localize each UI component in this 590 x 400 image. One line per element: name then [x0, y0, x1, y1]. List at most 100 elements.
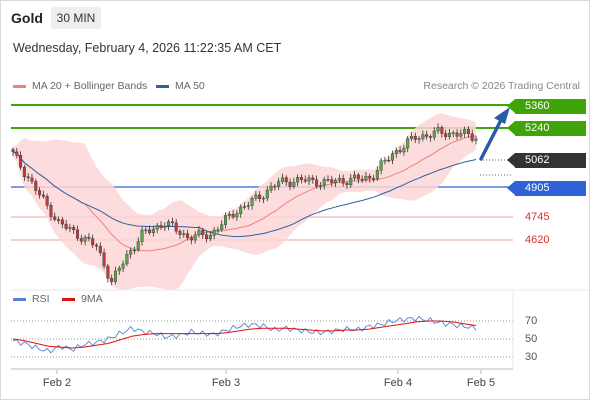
candle	[235, 210, 239, 221]
candle	[98, 242, 102, 256]
candle	[205, 231, 209, 243]
candle	[261, 196, 265, 204]
candle	[451, 130, 455, 138]
candle	[227, 211, 231, 220]
level-label-s3: 4620	[525, 234, 550, 246]
candle	[79, 234, 83, 245]
candle	[30, 173, 34, 184]
candle	[440, 125, 444, 138]
candle	[132, 246, 136, 255]
ma50-label: MA 50	[175, 80, 205, 92]
level-tag-s1: 4905	[507, 181, 586, 196]
candle	[372, 174, 376, 183]
legend-rsi: RSI	[13, 293, 50, 305]
candle	[242, 202, 246, 210]
candle	[379, 158, 383, 175]
candle	[125, 250, 129, 267]
candle	[360, 175, 364, 183]
candle	[136, 237, 140, 252]
ma50-swatch	[156, 84, 169, 88]
candle	[19, 151, 23, 171]
candle	[91, 234, 95, 249]
level-tag-r2: 5360	[507, 99, 586, 114]
candle	[151, 225, 155, 237]
candle	[239, 204, 243, 218]
rsi-ma-line	[12, 320, 477, 349]
candle	[189, 235, 193, 245]
bollinger-band-area	[13, 113, 476, 290]
rsi-tick-70: 70	[525, 315, 538, 327]
x-label-feb4: Feb 4	[383, 377, 413, 389]
candle	[68, 223, 72, 233]
rsi-ma-swatch	[62, 297, 75, 301]
candle	[436, 123, 440, 134]
x-label-feb5: Feb 5	[466, 377, 496, 389]
candle	[447, 128, 451, 140]
candle	[140, 226, 144, 246]
candle	[466, 126, 470, 138]
candle	[254, 190, 258, 202]
legend-ma50: MA 50	[156, 80, 205, 92]
candle	[53, 212, 57, 222]
candle	[280, 173, 284, 185]
rsi-label: RSI	[32, 293, 50, 305]
candle	[299, 174, 303, 184]
candle	[49, 202, 53, 221]
asset-title: Gold	[11, 10, 43, 26]
candle	[174, 218, 178, 235]
candle	[34, 178, 38, 195]
candle	[246, 201, 250, 210]
candle	[15, 147, 19, 159]
candle	[258, 191, 262, 202]
ma20-swatch	[13, 84, 26, 88]
candle	[45, 193, 49, 210]
legend-rsi-ma: 9MA	[62, 293, 103, 305]
legend-ma20: MA 20 + Bollinger Bands	[13, 80, 147, 92]
level-tag-r1: 5240	[507, 121, 586, 136]
candle	[144, 226, 148, 235]
candle	[292, 177, 296, 189]
candle	[307, 174, 311, 186]
candle	[110, 274, 114, 286]
candle	[216, 226, 220, 234]
candle	[220, 220, 224, 232]
candle	[208, 230, 212, 242]
rsi-swatch	[13, 297, 26, 301]
candle	[455, 129, 459, 140]
level-label-s2: 4745	[525, 211, 550, 223]
candle	[265, 186, 269, 202]
candle	[224, 212, 228, 229]
candle	[387, 155, 391, 163]
rsi-panel	[12, 315, 477, 354]
candle	[231, 209, 235, 220]
candle	[398, 146, 402, 155]
arrow-head-icon	[494, 107, 510, 124]
candle	[353, 170, 357, 182]
candle	[182, 229, 186, 238]
candle	[38, 187, 42, 199]
candle	[413, 132, 417, 144]
candle	[129, 247, 133, 259]
timeframe-badge[interactable]: 30 MIN	[51, 7, 101, 29]
candle	[201, 227, 205, 240]
candle	[121, 260, 125, 273]
candle	[311, 174, 315, 184]
candle	[303, 175, 307, 184]
ma50-line	[12, 151, 477, 238]
candle	[322, 176, 326, 190]
candle	[417, 136, 421, 144]
candle	[148, 225, 152, 235]
candle	[391, 150, 395, 165]
candle	[459, 129, 463, 139]
candle	[212, 227, 216, 240]
candle	[250, 196, 254, 210]
candle	[87, 233, 91, 242]
candle	[41, 190, 45, 199]
moving-averages	[12, 135, 477, 252]
candle	[113, 266, 117, 285]
ma20-line	[12, 135, 477, 252]
candle	[193, 231, 197, 244]
candle	[22, 164, 26, 181]
candle	[425, 130, 429, 140]
